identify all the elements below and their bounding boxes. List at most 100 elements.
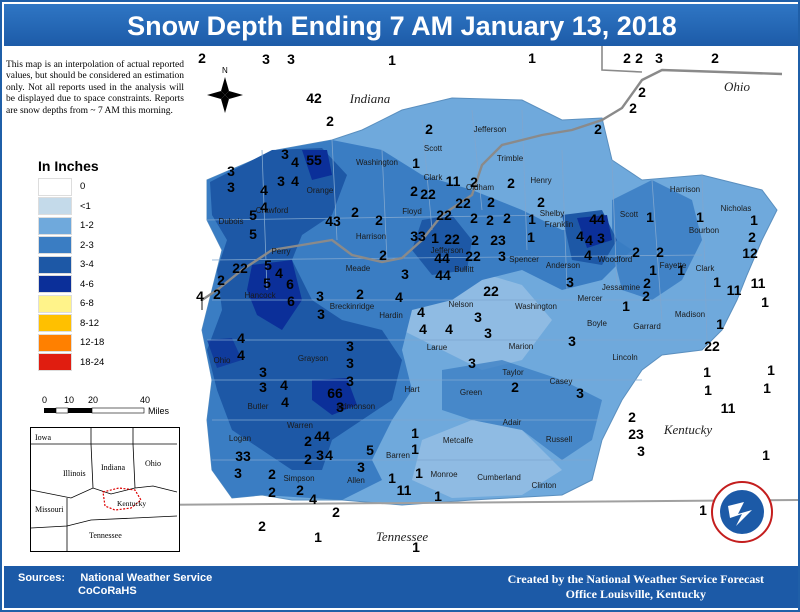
map-title: Snow Depth Ending 7 AM January 13, 2018 — [4, 4, 798, 48]
snow-report-value: 2 — [594, 121, 602, 137]
snow-report-value: 3 — [317, 306, 325, 322]
snow-report-value: 22 — [465, 248, 481, 264]
snow-report-value: 2 — [656, 244, 664, 260]
snow-report-value: 1 — [527, 229, 535, 245]
snow-report-value: 4 — [260, 182, 268, 198]
snow-report-value: 2 — [356, 286, 364, 302]
snow-report-value: 1 — [699, 502, 707, 518]
county-label: Casey — [550, 377, 573, 386]
county-boundaries — [206, 109, 722, 461]
legend-title: In Inches — [38, 158, 99, 174]
inset-label-tennessee: Tennessee — [89, 531, 122, 540]
snow-report-value: 4 — [291, 154, 299, 170]
snow-report-value: 44 — [314, 428, 330, 444]
legend-label: 3-4 — [80, 259, 94, 271]
legend-label: 12-18 — [80, 337, 105, 349]
snow-report-value: 1 — [704, 382, 712, 398]
legend-item: 3-4 — [38, 255, 124, 275]
snow-report-value: 2 — [487, 194, 495, 210]
snow-report-value: 1 — [434, 488, 442, 504]
snow-report-value: 2 — [711, 50, 719, 66]
snow-report-value: 3 — [281, 146, 289, 162]
snow-depth-map: N Indiana Ohio Kentucky Tennessee Jefferson… — [2, 46, 798, 568]
legend-item: 12-18 — [38, 333, 124, 353]
snow-report-value: 3 — [401, 266, 409, 282]
snow-report-value: 4 — [280, 377, 288, 393]
snow-report-value: 3 — [357, 459, 365, 475]
county-label: Adair — [503, 418, 522, 427]
snow-report-value: 1 — [412, 155, 420, 171]
snow-report-value: 3 — [277, 173, 285, 189]
snow-report-value: 2 — [379, 247, 387, 263]
snow-report-value: 4 — [325, 447, 333, 463]
snow-report-value: 2 — [351, 204, 359, 220]
snow-report-value: 4 — [237, 347, 245, 363]
sources-label: Sources: — [18, 572, 66, 584]
snow-report-value: 2 — [470, 210, 478, 226]
credit: Created by the National Weather Service … — [508, 572, 764, 602]
county-label: Barren — [386, 451, 410, 460]
snow-report-value: 2 — [507, 175, 515, 191]
county-label: Shelby — [540, 209, 564, 218]
snow-report-value: 55 — [306, 152, 322, 168]
snow-report-value: 5 — [249, 207, 257, 223]
county-label: Monroe — [430, 470, 458, 479]
snow-report-value: 11 — [721, 400, 736, 416]
source-cocorahs: CoCoRaHS — [78, 585, 137, 597]
legend-label: <1 — [80, 200, 91, 212]
county-label: Bourbon — [689, 226, 719, 235]
scale-tick-10: 10 — [64, 395, 74, 405]
snow-report-value: 4 — [584, 247, 592, 263]
disclaimer-note: This map is an interpolation of actual r… — [6, 60, 184, 116]
footer-bar: Sources: National Weather Service CoCoRa… — [4, 566, 798, 608]
snow-report-value: 1 — [716, 316, 724, 332]
snow-report-value: 11 — [446, 173, 461, 189]
snow-report-value: 11 — [397, 482, 412, 498]
legend-item: 8-12 — [38, 314, 124, 334]
scale-bar: 0 10 20 40 Miles — [42, 395, 170, 416]
snow-report-value: 4 — [237, 330, 245, 346]
legend-swatch — [38, 333, 72, 352]
county-label: Fayette — [660, 261, 687, 270]
county-label: Clark — [696, 264, 716, 273]
snow-report-value: 2 — [642, 288, 650, 304]
legend-label: 2-3 — [80, 239, 94, 251]
scale-tick-40: 40 — [140, 395, 150, 405]
county-label: Marion — [509, 342, 533, 351]
county-label: Warren — [287, 421, 313, 430]
snow-report-value: 2 — [638, 84, 646, 100]
snow-report-value: 11 — [751, 275, 766, 291]
scale-tick-0: 0 — [42, 395, 47, 405]
county-label: Washington — [356, 158, 398, 167]
legend-label: 8-12 — [80, 317, 100, 329]
county-label: Edmonson — [337, 402, 375, 411]
snow-report-value: 3 — [346, 338, 354, 354]
snow-report-value: 4 — [576, 228, 584, 244]
legend-swatch — [38, 255, 72, 274]
source-nws: National Weather Service — [80, 572, 213, 584]
snow-report-value: 3 — [259, 379, 267, 395]
snow-report-value: 33 — [235, 448, 251, 464]
snow-report-value: 2 — [304, 433, 312, 449]
snow-report-value: 2 — [629, 100, 637, 116]
inset-label-ohio: Ohio — [145, 459, 161, 468]
county-label: Crawford — [256, 206, 288, 215]
snow-report-value: 22 — [455, 195, 471, 211]
snow-report-value: 1 — [388, 470, 396, 486]
snow-report-value: 2 — [748, 229, 756, 245]
snow-report-value: 23 — [628, 426, 644, 442]
snow-report-value: 3 — [227, 179, 235, 195]
snow-report-value: 4 — [585, 232, 593, 248]
depth-region-3-4 — [207, 148, 402, 470]
north-label: N — [222, 66, 228, 75]
snow-report-value: 3 — [234, 465, 242, 481]
snow-report-value: 2 — [632, 244, 640, 260]
legend-item: 18-24 — [38, 353, 124, 373]
snow-report-value: 22 — [704, 338, 720, 354]
snow-report-value: 4 — [260, 199, 268, 215]
snow-report-value: 2 — [486, 212, 494, 228]
snow-report-value: 2 — [217, 272, 225, 288]
snow-report-value: 1 — [314, 529, 322, 545]
legend-label: 18-24 — [80, 356, 105, 368]
snow-report-value: 22 — [420, 186, 436, 202]
